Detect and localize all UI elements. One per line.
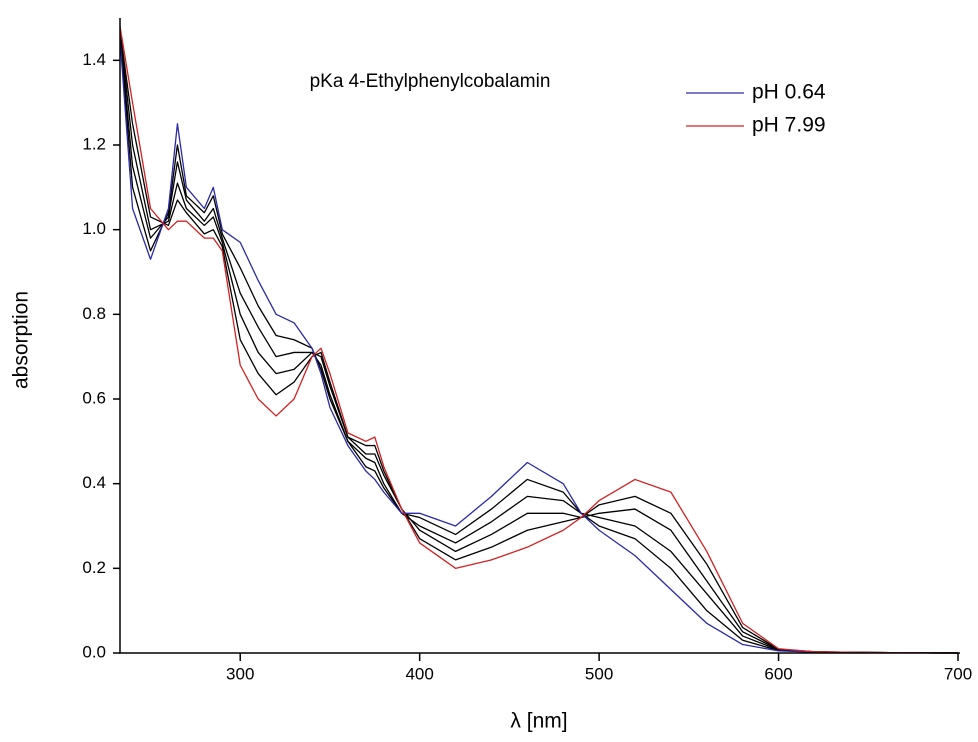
x-tick-label: 400 [405, 664, 433, 683]
y-tick-label: 0.2 [82, 558, 106, 577]
spectrum-line [120, 26, 959, 654]
y-tick-label: 0.6 [82, 388, 106, 407]
spectrum-line [120, 30, 959, 654]
legend-label: pH 0.64 [752, 81, 826, 104]
spectrum-line [120, 39, 959, 654]
chart-title: pKa 4-Ethylphenylcobalamin [310, 71, 551, 92]
y-tick-label: 1.2 [82, 134, 106, 153]
x-tick-label: 700 [944, 664, 972, 683]
spectrum-line [120, 34, 959, 654]
x-tick-label: 300 [226, 664, 254, 683]
y-tick-label: 1.0 [82, 219, 106, 238]
y-tick-label: 0.0 [82, 642, 106, 661]
spectrum-line [120, 30, 959, 654]
plot-area [120, 26, 959, 654]
legend-label: pH 7.99 [752, 114, 826, 137]
y-tick-label: 0.8 [82, 304, 106, 323]
y-tick-label: 1.4 [82, 50, 106, 69]
x-axis-label: λ [nm] [510, 710, 567, 733]
x-tick-label: 600 [764, 664, 792, 683]
spectrum-line [120, 34, 959, 654]
y-tick-label: 0.4 [82, 473, 106, 492]
x-tick-label: 500 [585, 664, 613, 683]
y-axis-label: absorption [10, 291, 33, 389]
